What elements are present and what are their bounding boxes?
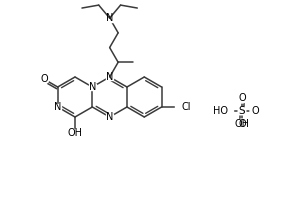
Bar	[175, 102, 194, 112]
Circle shape	[237, 105, 247, 116]
Text: N: N	[106, 13, 113, 23]
Circle shape	[39, 74, 49, 84]
Text: O: O	[238, 93, 246, 103]
Text: Cl: Cl	[182, 102, 191, 112]
Bar	[232, 120, 252, 130]
Circle shape	[237, 119, 247, 129]
Circle shape	[237, 93, 247, 103]
Bar	[209, 106, 233, 116]
Text: N: N	[89, 82, 96, 92]
Circle shape	[250, 106, 260, 116]
Text: OH: OH	[234, 119, 250, 129]
Text: HO: HO	[213, 106, 229, 116]
Bar	[106, 114, 113, 120]
Text: S: S	[239, 106, 245, 116]
Text: O: O	[251, 106, 259, 116]
Text: N: N	[106, 112, 113, 122]
Bar	[89, 84, 96, 90]
Bar	[106, 74, 113, 80]
Text: OH: OH	[67, 128, 83, 138]
Text: O: O	[40, 74, 48, 84]
Bar	[105, 14, 114, 22]
Bar	[67, 129, 83, 137]
Text: O: O	[238, 119, 246, 129]
Text: N: N	[54, 102, 61, 112]
Text: N: N	[106, 72, 113, 82]
Bar	[54, 104, 61, 110]
